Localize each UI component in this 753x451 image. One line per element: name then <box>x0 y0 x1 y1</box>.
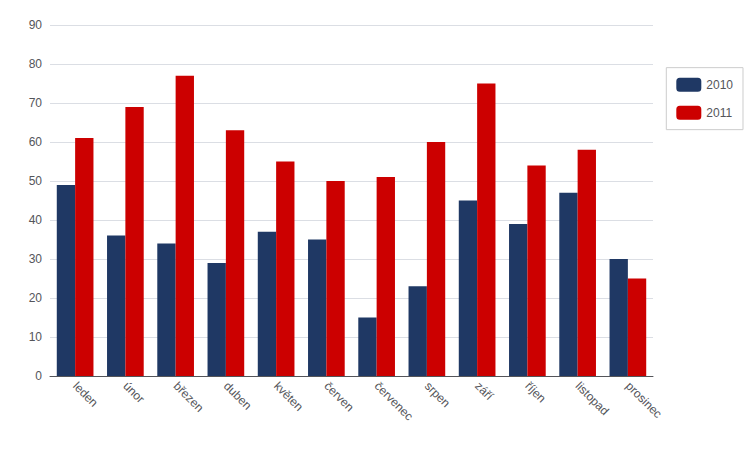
svg-text:květen: květen <box>271 379 306 414</box>
svg-text:srpen: srpen <box>422 379 453 410</box>
svg-text:60: 60 <box>29 135 43 149</box>
svg-text:říjen: říjen <box>522 379 548 405</box>
svg-text:listopad: listopad <box>573 379 612 418</box>
svg-text:2010: 2010 <box>706 78 733 92</box>
svg-text:únor: únor <box>120 379 147 406</box>
svg-text:březen: březen <box>171 379 207 415</box>
svg-text:30: 30 <box>29 252 43 266</box>
svg-text:duben: duben <box>221 379 254 412</box>
svg-text:10: 10 <box>29 330 43 344</box>
svg-text:50: 50 <box>29 174 43 188</box>
svg-text:červen: červen <box>321 379 356 414</box>
svg-text:70: 70 <box>29 96 43 110</box>
svg-text:prosinec: prosinec <box>623 379 665 421</box>
svg-text:40: 40 <box>29 213 43 227</box>
svg-text:2011: 2011 <box>706 106 732 120</box>
svg-text:80: 80 <box>29 57 43 71</box>
svg-text:září: září <box>472 379 496 403</box>
svg-text:červenec: červenec <box>372 379 416 423</box>
svg-text:leden: leden <box>70 379 101 410</box>
svg-text:90: 90 <box>29 18 43 32</box>
svg-text:20: 20 <box>29 291 43 305</box>
svg-text:0: 0 <box>35 369 42 383</box>
